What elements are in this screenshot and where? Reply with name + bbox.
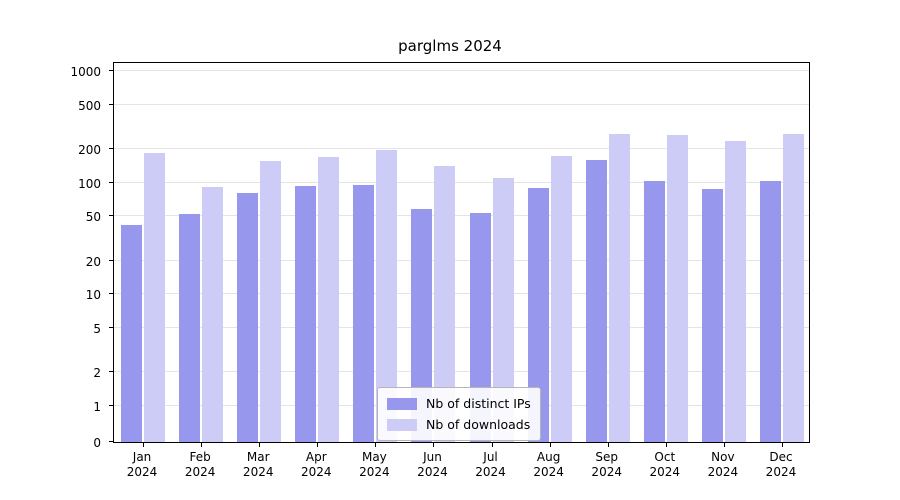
xtick-label-may: May 2024 [359,450,390,479]
xtick-mark-dec [781,443,783,447]
ytick-label-500: 500 [78,98,101,113]
ytick-label-50: 50 [85,210,101,225]
bar-distinct-ips-dec [759,181,781,442]
xtick-mark-aug [549,443,551,447]
bar-downloads-dec [782,134,804,442]
bar-distinct-ips-jun [411,209,433,442]
bar-distinct-ips-mar [237,193,259,442]
xtick-label-nov: Nov 2024 [707,450,739,479]
bar-downloads-sep [608,133,630,442]
xtick-label-mar: Mar 2024 [242,450,274,479]
bar-distinct-ips-jan [121,224,143,442]
xtick-label-feb: Feb 2024 [184,450,216,479]
legend-item-distinct-ips: Nb of distinct IPs [387,393,531,414]
gridline-y-500 [114,103,809,105]
ytick-label-20: 20 [85,254,101,269]
ytick-mark-2 [109,371,113,373]
ytick-label-1: 1 [93,400,101,414]
bar-downloads-jul [492,177,514,442]
gridline-y-200 [114,147,809,149]
xtick-mark-jun [433,443,435,447]
xtick-label-jan: Jan 2024 [126,450,158,479]
xtick-label-dec: Dec 2024 [765,450,797,479]
gridline-y-1000 [114,69,809,71]
xtick-mark-may [375,443,377,447]
bar-distinct-ips-nov [701,188,723,442]
ytick-label-1000: 1000 [70,64,101,79]
ytick-label-5: 5 [93,321,101,336]
bar-downloads-jun [434,166,456,442]
ytick-label-2: 2 [93,366,101,381]
bar-distinct-ips-jul [469,212,491,442]
legend-item-downloads: Nb of downloads [387,414,531,435]
xtick-label-jun: Jun 2024 [417,450,448,479]
ytick-label-200: 200 [78,142,101,157]
ytick-mark-500 [109,103,113,105]
ytick-mark-20 [109,259,113,261]
ytick-mark-50 [109,215,113,217]
legend-swatch-distinct-ips [387,397,417,410]
bar-downloads-aug [550,156,572,442]
xtick-mark-jul [491,443,493,447]
bar-downloads-jan [144,152,166,442]
x-axis: Jan 2024 Feb 2024 Mar 2024 Apr 2024 May 2024 Jun 20… [113,450,810,490]
xtick-label-aug: Aug 2024 [533,450,564,479]
xtick-mark-feb [201,443,203,447]
xtick-mark-nov [723,443,725,447]
xtick-label-sep: Sep 2024 [591,450,622,479]
gridline-y-10 [114,293,809,295]
ytick-label-10: 10 [85,288,101,303]
bar-distinct-ips-oct [643,180,665,442]
chart-title: parglms 2024 [398,37,502,55]
ytick-mark-100 [109,181,113,183]
ytick-mark-0 [109,441,113,442]
gridline-y-100 [114,181,809,183]
ytick-mark-1000 [109,69,113,71]
bar-distinct-ips-may [353,185,375,442]
bar-downloads-feb [202,186,224,442]
legend-label-distinct-ips: Nb of distinct IPs [426,396,531,411]
gridline-y-5 [114,326,809,328]
xtick-mark-sep [607,443,609,447]
bar-downloads-mar [260,161,282,442]
gridline-y-20 [114,259,809,261]
xtick-mark-apr [317,443,319,447]
xtick-mark-mar [259,443,261,447]
gridline-y-50 [114,215,809,217]
bar-downloads-nov [724,141,746,442]
plot-area [109,62,810,447]
ytick-mark-200 [109,147,113,149]
bar-distinct-ips-sep [585,159,607,442]
bar-downloads-apr [318,157,340,442]
ytick-mark-5 [109,326,113,328]
xtick-label-oct: Oct 2024 [649,450,681,479]
xtick-mark-oct [665,443,667,447]
ytick-label-0: 0 [93,436,101,450]
xtick-mark-jan [143,443,145,447]
y-axis: 0 1 2 5 10 20 50 100 200 500 1000 [0,62,113,450]
ytick-label-100: 100 [78,176,101,191]
ytick-mark-10 [109,293,113,295]
bar-downloads-may [376,150,398,442]
xtick-label-jul: Jul 2024 [475,450,506,479]
ytick-mark-1 [109,405,113,406]
bar-distinct-ips-feb [179,214,201,442]
legend-swatch-downloads [387,418,417,431]
bar-downloads-oct [666,135,688,442]
bar-distinct-ips-apr [295,186,317,442]
xtick-label-apr: Apr 2024 [301,450,332,479]
legend-label-downloads: Nb of downloads [426,417,531,432]
legend: Nb of distinct IPs Nb of downloads [377,387,541,441]
bar-distinct-ips-aug [527,187,549,442]
gridline-y-2 [114,371,809,373]
